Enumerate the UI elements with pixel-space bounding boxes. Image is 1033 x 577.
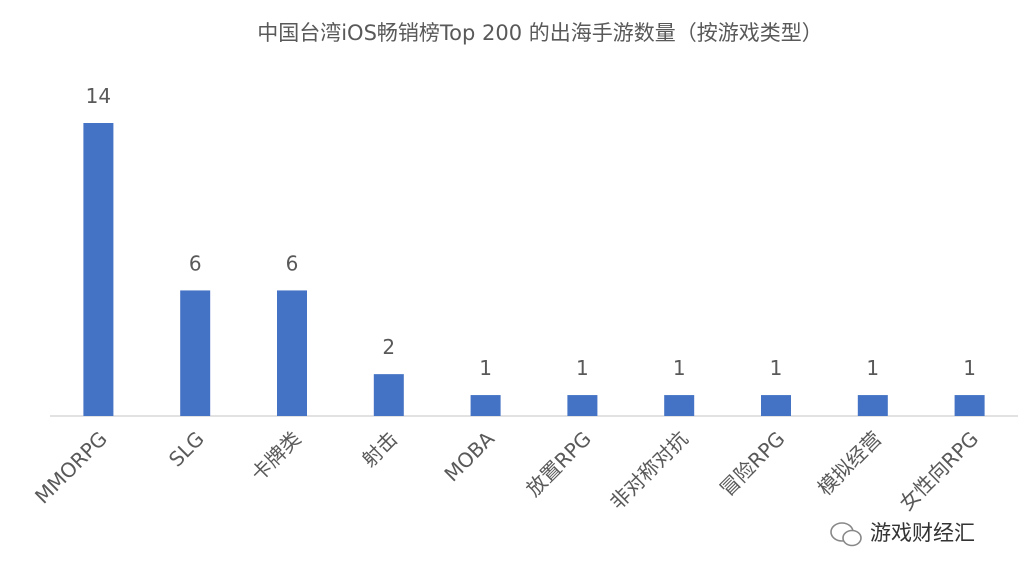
- bar: [857, 395, 888, 416]
- bar: [83, 123, 114, 416]
- bar: [664, 395, 695, 416]
- watermark: 游戏财经汇: [870, 521, 975, 545]
- bar: [954, 395, 985, 416]
- value-label: 6: [286, 251, 299, 275]
- value-label: 1: [673, 356, 686, 380]
- value-label: 2: [382, 335, 395, 359]
- bar: [567, 395, 598, 416]
- value-label: 14: [86, 84, 111, 108]
- bar: [373, 374, 404, 416]
- value-label: 1: [963, 356, 976, 380]
- bar: [470, 395, 501, 416]
- watermark-icon: [830, 522, 862, 547]
- bar: [277, 290, 307, 416]
- value-label: 1: [866, 356, 879, 380]
- value-label: 1: [576, 356, 589, 380]
- value-label: 1: [770, 356, 783, 380]
- value-label: 6: [189, 251, 202, 275]
- chart-title: 中国台湾iOS畅销榜Top 200 的出海手游数量（按游戏类型）: [257, 21, 823, 45]
- bar: [180, 290, 211, 416]
- value-label: 1: [479, 356, 492, 380]
- bar: [761, 395, 791, 416]
